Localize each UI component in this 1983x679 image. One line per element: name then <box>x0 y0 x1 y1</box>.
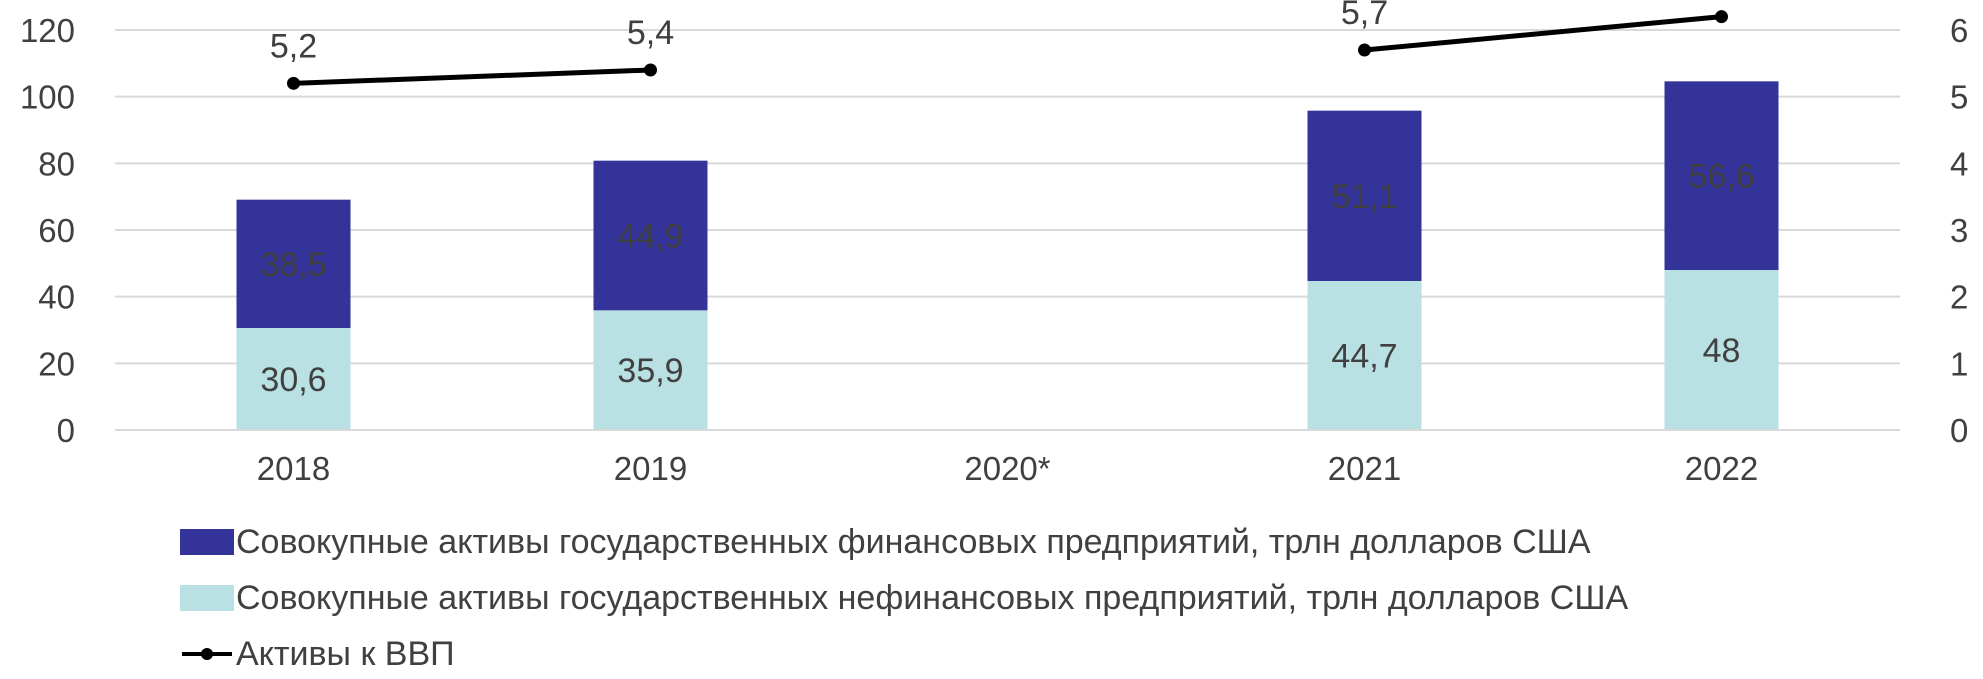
line-point-2022 <box>1715 10 1728 24</box>
y-left-tick-80: 80 <box>38 145 75 182</box>
bar-labels: 30,6 38,5 35,9 44,9 44,7 51,1 48 56,6 <box>260 158 1754 399</box>
line-label-2018: 5,2 <box>270 27 317 65</box>
bar-2022-s0 <box>1664 270 1779 430</box>
bar-label-2021-s1: 51,1 <box>1331 178 1397 216</box>
line-point-2019 <box>644 63 657 77</box>
line-point-2018 <box>287 76 300 90</box>
y-right-tick-4: 4 <box>1950 145 1968 182</box>
line-series: 5,25,45,76,2 <box>270 0 1728 90</box>
legend-label-financial: Совокупные активы государственных финанс… <box>236 523 1591 561</box>
line-segment-0 <box>293 67 651 86</box>
x-tick-2022: 2022 <box>1685 450 1758 487</box>
bar-label-2019-s0: 35,9 <box>617 352 683 390</box>
y-right-tick-5: 5 <box>1950 79 1968 116</box>
y-left-tick-100: 100 <box>20 79 75 116</box>
y-right-tick-6: 6 <box>1950 12 1968 49</box>
bar-2018-s1 <box>236 199 351 328</box>
chart: 0 20 40 60 80 100 120 0 1 2 3 4 5 6 30,6 38,5 35,9 44,9… <box>20 0 1968 487</box>
legend-item-assets-to-gdp: Активы к ВВП <box>180 634 455 674</box>
legend-swatch-line <box>182 648 232 661</box>
bar-2019-s0 <box>593 310 708 430</box>
bar-label-2019-s1: 44,9 <box>617 218 683 256</box>
bar-label-2018-s0: 30,6 <box>260 361 326 399</box>
y-left-tick-120: 120 <box>20 12 75 49</box>
legend-swatch-nonfinancial <box>180 585 234 612</box>
bar-2018-s0 <box>236 328 351 430</box>
x-tick-2021: 2021 <box>1328 450 1401 487</box>
legend-label-assets-to-gdp: Активы к ВВП <box>236 635 455 673</box>
legend-swatch-financial <box>180 529 234 556</box>
y-right-tick-3: 3 <box>1950 212 1968 249</box>
y-left-tick-0: 0 <box>57 412 75 449</box>
bar-label-2022-s0: 48 <box>1703 332 1741 370</box>
legend-item-financial: Совокупные активы государственных финанс… <box>180 522 1591 562</box>
bar-2019-s1 <box>593 160 708 311</box>
line-label-2019: 5,4 <box>627 14 674 52</box>
y-right-tick-0: 0 <box>1950 412 1968 449</box>
x-tick-2019: 2019 <box>614 450 687 487</box>
x-tick-2020*: 2020* <box>964 450 1050 487</box>
line-point-2021 <box>1358 43 1371 57</box>
bars <box>236 81 1779 430</box>
y-axis-right: 0 1 2 3 4 5 6 <box>1950 12 1968 449</box>
y-left-tick-40: 40 <box>38 279 75 316</box>
bar-label-2021-s0: 44,7 <box>1331 338 1397 376</box>
y-axis-left: 0 20 40 60 80 100 120 <box>20 12 75 449</box>
y-right-tick-2: 2 <box>1950 279 1968 316</box>
gridlines <box>115 29 1900 431</box>
bar-2021-s0 <box>1307 281 1422 430</box>
bar-label-2018-s1: 38,5 <box>260 246 326 284</box>
bar-2022-s1 <box>1664 81 1779 270</box>
legend-item-nonfinancial: Совокупные активы государственных нефина… <box>180 578 1628 618</box>
x-axis: 2018 2019 2020* 2021 2022 <box>115 429 1900 487</box>
legend-label-nonfinancial: Совокупные активы государственных нефина… <box>236 579 1629 617</box>
y-right-tick-1: 1 <box>1950 345 1968 382</box>
y-left-tick-20: 20 <box>38 345 75 382</box>
line-segment-3 <box>1364 14 1722 53</box>
bar-label-2022-s1: 56,6 <box>1688 158 1754 196</box>
y-left-tick-60: 60 <box>38 212 75 249</box>
line-label-2021: 5,7 <box>1341 0 1388 32</box>
x-tick-2018: 2018 <box>257 450 330 487</box>
bar-2021-s1 <box>1307 110 1422 282</box>
